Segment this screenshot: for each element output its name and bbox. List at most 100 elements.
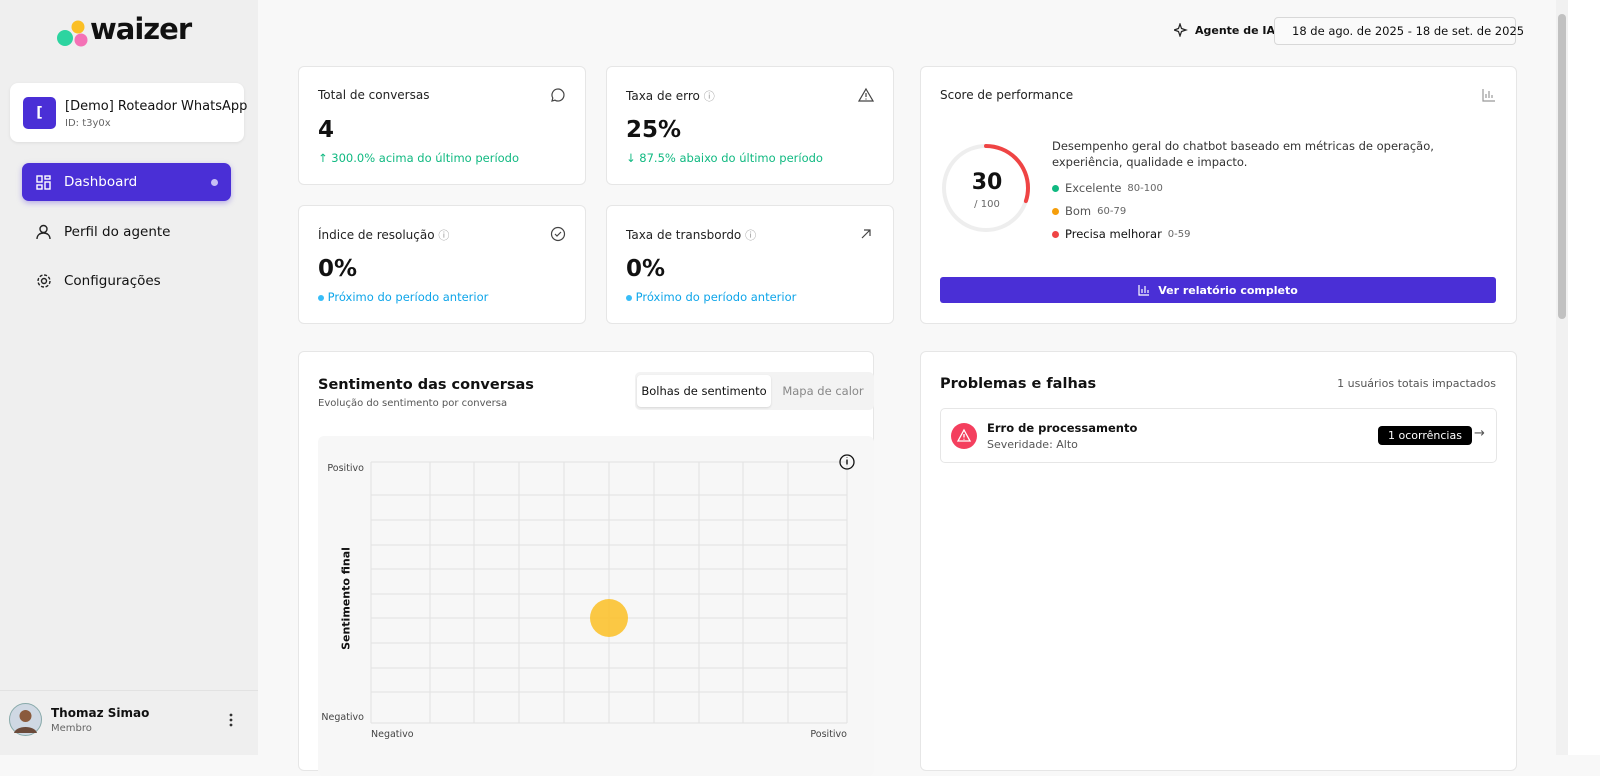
user-menu[interactable]	[228, 712, 234, 728]
chart-icon	[1482, 89, 1495, 102]
performance-title: Score de performance	[940, 88, 1074, 102]
problem-severity: Severidade: Alto	[987, 438, 1078, 451]
legend-range: 80-100	[1127, 182, 1163, 194]
workspace-card[interactable]: [ [Demo] Roteador WhatsApp ID: t3y0x	[10, 83, 248, 142]
nav-profile[interactable]: Perfil do agente	[22, 213, 231, 251]
nav-settings[interactable]: Configurações	[22, 262, 231, 300]
logo-text: waizer	[90, 12, 192, 46]
sparkle-icon	[1174, 23, 1188, 37]
nav-label: Perfil do agente	[64, 224, 171, 240]
nav-label: Dashboard	[64, 174, 138, 190]
metric-value: 0%	[626, 256, 666, 282]
active-dot	[211, 179, 218, 186]
logo-mark	[57, 20, 88, 47]
legend-range: 60-79	[1097, 205, 1127, 217]
legend-dot	[1052, 230, 1059, 238]
warning-icon	[858, 87, 874, 102]
sentiment-title: Sentimento das conversas	[318, 377, 534, 393]
y-bottom-label: Negativo	[321, 712, 364, 723]
y-top-label: Positivo	[327, 463, 364, 474]
metric-title-text: Taxa de transbordo	[626, 228, 742, 242]
sidebar: waizer [ [Demo] Roteador WhatsApp ID: t3…	[0, 0, 258, 755]
scrollbar-thumb[interactable]	[1558, 14, 1566, 319]
avatar[interactable]	[9, 703, 42, 736]
problems-title: Problemas e falhas	[940, 376, 1097, 392]
ai-agent-label: Agente de IA	[1195, 23, 1275, 37]
tab-active[interactable]: Bolhas de sentimento	[637, 375, 771, 407]
info-icon[interactable]	[839, 454, 855, 470]
nav-icon	[36, 175, 51, 190]
user-role: Membro	[51, 723, 92, 734]
metric-change-text: Próximo do período anterior	[327, 290, 489, 304]
nav-label: Configurações	[64, 273, 161, 289]
divider	[0, 690, 258, 691]
legend-item: Excelente 80-100	[1052, 181, 1163, 195]
metric-change-text: 300.0% acima do último período	[331, 151, 520, 165]
chat-icon	[551, 88, 565, 102]
ai-agent-button[interactable]: Agente de IA	[1174, 23, 1275, 37]
user-name: Thomaz Simao	[51, 706, 150, 720]
metric-value: 25%	[626, 117, 682, 143]
help-icon[interactable]: ⓘ	[703, 90, 715, 103]
metric-title: Total de conversas	[318, 88, 430, 102]
workspace-name: [Demo] Roteador WhatsApp	[65, 99, 248, 114]
arrow-icon	[861, 229, 871, 239]
tab-group: Bolhas de sentimento Mapa de calor	[635, 372, 874, 410]
legend-label: Precisa melhorar	[1065, 227, 1162, 241]
legend-label: Excelente	[1065, 181, 1122, 195]
metric-change: ↓ 87.5% abaixo do último período	[626, 151, 823, 165]
metric-value: 4	[318, 117, 335, 143]
sentiment-bubble[interactable]	[590, 599, 628, 637]
metric-card: Taxa de transbordo ⓘ 0% Próximo do perío…	[606, 205, 894, 324]
problems-summary: 1 usuários totais impactados	[1337, 377, 1496, 390]
metric-value: 0%	[318, 256, 358, 282]
legend-label: Bom	[1065, 204, 1092, 218]
chevron: →	[1474, 426, 1485, 441]
check-icon	[550, 226, 566, 242]
help-icon[interactable]: ⓘ	[745, 229, 757, 242]
y-axis-title: Sentimento final	[339, 547, 353, 650]
problem-item[interactable]: Erro de processamento Severidade: Alto 1…	[940, 408, 1497, 463]
nav-dashboard[interactable]: Dashboard	[22, 163, 231, 201]
performance-description: Desempenho geral do chatbot baseado em m…	[1052, 139, 1434, 169]
legend-dot	[1052, 184, 1059, 192]
metric-card: Total de conversas 4 ↑ 300.0% acima do ú…	[298, 66, 586, 185]
legend-dot	[1052, 207, 1059, 215]
metric-title-text: Taxa de erro	[626, 89, 700, 103]
legend-range: 0-59	[1167, 228, 1191, 240]
full-report-button[interactable]: Ver relatório completo	[940, 277, 1496, 303]
score-max: / 100	[974, 199, 1000, 210]
sentiment-subtitle: Evolução do sentimento por conversa	[318, 398, 508, 409]
metric-card: Índice de resolução ⓘ 0% Próximo do perí…	[298, 205, 586, 324]
x-left-label: Negativo	[371, 729, 414, 740]
legend-item: Precisa melhorar 0-59	[1052, 227, 1191, 241]
page-edge	[1568, 0, 1600, 755]
metric-title: Taxa de erro ⓘ	[626, 88, 715, 104]
tab[interactable]: Mapa de calor	[782, 384, 864, 398]
metric-title-text: Índice de resolução	[318, 228, 435, 242]
problems-card: Problemas e falhas 1 usuários totais imp…	[920, 351, 1517, 771]
chart-icon	[1138, 285, 1150, 296]
gauge-arc	[942, 144, 1030, 232]
metric-title: Taxa de transbordo ⓘ	[626, 227, 756, 243]
workspace-icon: [	[23, 97, 56, 129]
scrollbar[interactable]	[1556, 0, 1568, 755]
nav-icon	[36, 224, 51, 240]
date-range-label: 18 de ago. de 2025 - 18 de set. de 2025	[1292, 24, 1525, 38]
metric-card: Taxa de erro ⓘ 25% ↓ 87.5% abaixo do últ…	[606, 66, 894, 185]
metric-change-text: Próximo do período anterior	[635, 290, 797, 304]
metric-change: Próximo do período anterior	[626, 290, 796, 304]
metric-change: ↑ 300.0% acima do último período	[318, 151, 520, 165]
problem-badge: 1 ocorrências	[1378, 426, 1472, 445]
score-gauge	[942, 144, 1030, 232]
help-icon[interactable]: ⓘ	[438, 229, 450, 242]
button-label: Ver relatório completo	[1158, 283, 1298, 297]
legend-item: Bom 60-79	[1052, 204, 1126, 218]
date-range-picker[interactable]: 18 de ago. de 2025 - 18 de set. de 2025	[1274, 17, 1524, 45]
score-value: 30	[971, 170, 1003, 195]
workspace-id: ID: t3y0x	[65, 118, 111, 129]
x-right-label: Positivo	[810, 729, 847, 740]
sentiment-chart	[370, 454, 855, 724]
problem-icon	[951, 423, 977, 449]
